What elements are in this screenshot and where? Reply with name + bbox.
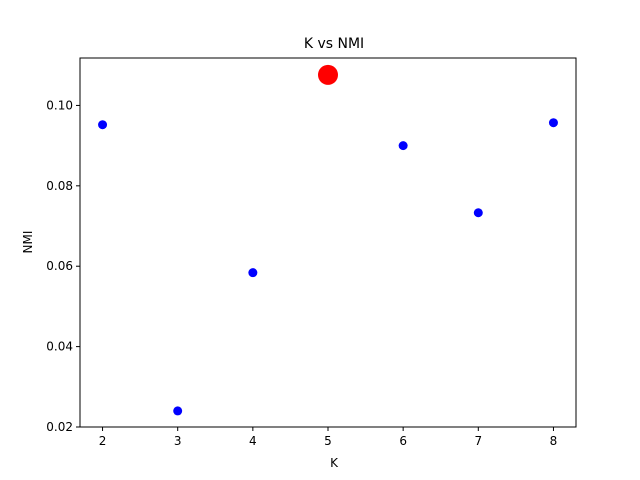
x-tick-label: 2 xyxy=(99,434,107,448)
plot-frame xyxy=(79,57,577,428)
x-axis-ticks: 2 3 4 5 6 7 8 xyxy=(99,427,558,448)
x-tick-label: 4 xyxy=(249,434,257,448)
y-tick-label: 0.04 xyxy=(46,340,73,354)
y-tick-label: 0.02 xyxy=(46,420,73,434)
data-point xyxy=(248,268,258,278)
y-axis-ticks: 0.02 0.04 0.06 0.08 0.10 xyxy=(46,98,80,434)
x-tick-label: 7 xyxy=(474,434,482,448)
x-tick-label: 8 xyxy=(550,434,558,448)
data-point xyxy=(398,141,408,151)
highlighted-data-point xyxy=(318,64,338,85)
data-point xyxy=(473,208,483,218)
data-points xyxy=(98,64,558,416)
y-tick-label: 0.08 xyxy=(46,179,73,193)
y-axis-label: NMI xyxy=(21,231,35,254)
y-tick-label: 0.06 xyxy=(46,259,73,273)
chart-title: K vs NMI xyxy=(304,36,364,52)
x-tick-label: 3 xyxy=(174,434,182,448)
y-tick-label: 0.10 xyxy=(46,98,73,112)
data-point xyxy=(548,118,558,128)
data-point xyxy=(98,120,108,130)
x-tick-label: 6 xyxy=(399,434,407,448)
x-axis-label: K xyxy=(330,456,339,470)
data-point xyxy=(173,406,183,416)
x-tick-label: 5 xyxy=(324,434,332,448)
